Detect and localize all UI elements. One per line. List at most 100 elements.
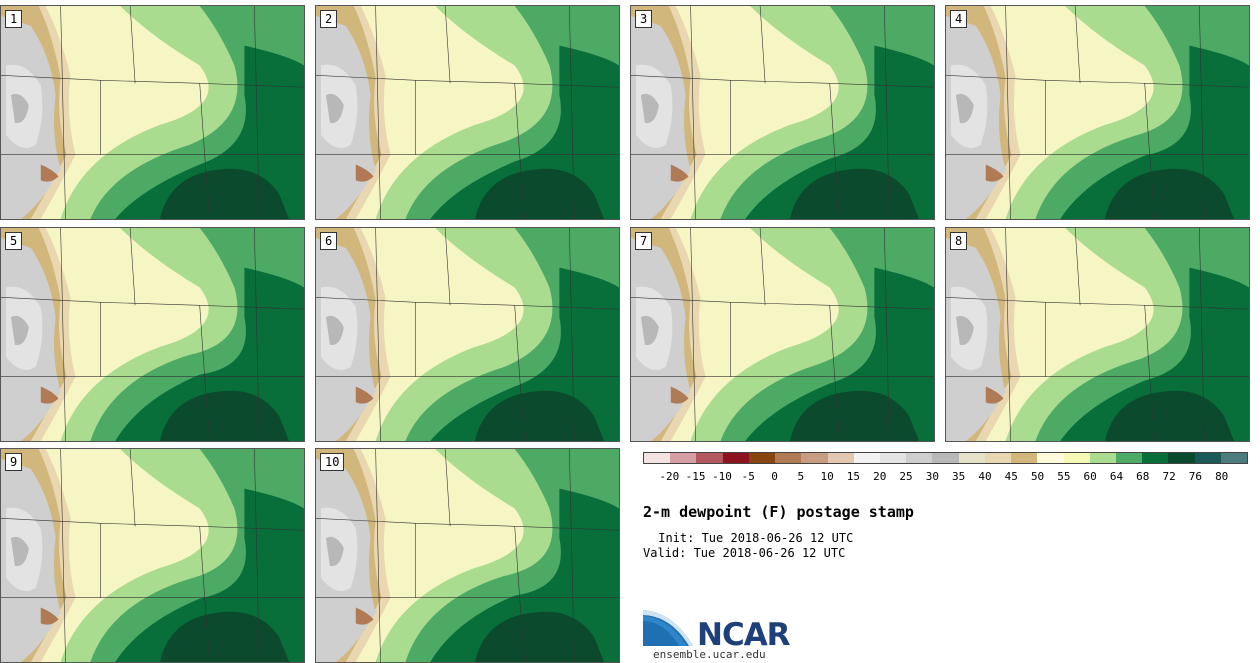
colorbar-tick-label: 50: [1030, 470, 1045, 483]
colorbar-tick-label: 35: [952, 470, 966, 483]
colorbar-tick-label: 40: [978, 470, 992, 483]
colorbar-swatch: [906, 453, 933, 463]
chart-title: 2-m dewpoint (F) postage stamp: [643, 503, 914, 521]
state-boundary: [569, 6, 575, 219]
colorbar-swatch: [775, 453, 802, 463]
colorbar-swatch: [932, 453, 959, 463]
state-boundary: [129, 6, 136, 84]
dewpoint-map: [1, 6, 304, 219]
colorbar-swatch: [801, 453, 828, 463]
state-boundary: [1144, 304, 1249, 310]
dewpoint-region: [789, 390, 920, 441]
colorbar-tick-label: -5: [741, 470, 755, 483]
colorbar-tick-label: -15: [685, 470, 706, 483]
member-panel-6: 6: [315, 227, 620, 442]
member-number: 7: [635, 232, 653, 250]
state-boundary: [834, 154, 840, 219]
member-panel-9: 9: [0, 448, 305, 663]
dewpoint-region: [159, 168, 290, 219]
colorbar-tick-label: 20: [873, 470, 887, 483]
state-boundary: [946, 297, 1046, 377]
dewpoint-map: [316, 449, 619, 662]
state-boundary: [884, 228, 890, 441]
dewpoint-region: [789, 168, 920, 219]
colorbar-swatch: [1168, 453, 1195, 463]
dewpoint-region: [474, 390, 605, 441]
state-boundary: [100, 523, 205, 598]
state-boundary: [1005, 228, 1011, 441]
state-boundary: [444, 449, 451, 527]
colorbar-swatch: [1194, 453, 1221, 463]
colorbar-tick-label: 55: [1057, 470, 1071, 483]
state-boundary: [444, 6, 451, 84]
dewpoint-region: [10, 93, 29, 124]
colorbar-swatch: [722, 453, 749, 463]
state-boundary: [834, 376, 840, 441]
colorbar-tick-label: 76: [1188, 470, 1203, 483]
state-boundary: [254, 6, 260, 219]
colorbar-tick-label: 5: [797, 470, 805, 483]
state-boundary: [1, 75, 101, 155]
state-boundary: [759, 228, 766, 306]
colorbar-swatch: [696, 453, 723, 463]
member-panel-3: 3: [630, 5, 935, 220]
member-number: 8: [950, 232, 968, 250]
state-boundary: [60, 228, 66, 441]
state-boundary: [375, 6, 381, 219]
state-boundary: [204, 154, 210, 219]
state-boundary: [1074, 228, 1081, 306]
colorbar-swatch: [958, 453, 985, 463]
colorbar-swatch: [879, 453, 907, 463]
state-boundary: [1045, 80, 1150, 155]
state-boundary: [569, 228, 575, 441]
state-boundary: [60, 6, 66, 219]
colorbar-swatch: [1089, 453, 1116, 463]
member-number: 3: [635, 10, 653, 28]
state-boundary: [199, 304, 304, 310]
dewpoint-region: [159, 611, 290, 662]
state-boundary: [204, 376, 210, 441]
colorbar-swatch: [1037, 453, 1064, 463]
state-boundary: [1074, 6, 1081, 84]
dewpoint-region: [955, 315, 974, 346]
dewpoint-map: [946, 228, 1249, 441]
member-number: 10: [320, 453, 345, 471]
state-boundary: [129, 449, 136, 527]
state-boundary: [199, 82, 304, 88]
state-boundary: [519, 597, 525, 662]
dewpoint-map: [1, 228, 304, 441]
member-panel-7: 7: [630, 227, 935, 442]
site-url: ensemble.ucar.edu: [653, 648, 766, 661]
member-number: 9: [5, 453, 23, 471]
dewpoint-region: [159, 390, 290, 441]
state-boundary: [884, 6, 890, 219]
colorbar-swatch: [644, 453, 671, 463]
colorbar-tick-label: 15: [846, 470, 861, 483]
colorbar-swatch: [1142, 453, 1169, 463]
state-boundary: [1199, 6, 1205, 219]
member-panel-8: 8: [945, 227, 1250, 442]
colorbar-swatch: [1063, 453, 1090, 463]
colorbar-tick-label: 25: [899, 470, 913, 483]
dewpoint-region: [1104, 390, 1235, 441]
dewpoint-map: [316, 6, 619, 219]
colorbar-tick-label: -20: [659, 470, 680, 483]
dewpoint-map: [946, 6, 1249, 219]
state-boundary: [690, 6, 696, 219]
colorbar-swatch: [1220, 453, 1248, 463]
state-boundary: [690, 228, 696, 441]
state-boundary: [829, 82, 934, 88]
colorbar-swatch: [853, 453, 880, 463]
init-time: Init: Tue 2018-06-26 12 UTC: [651, 531, 854, 545]
state-boundary: [254, 228, 260, 441]
dewpoint-region: [640, 315, 659, 346]
state-boundary: [1045, 302, 1150, 377]
colorbar-tick-label: 68: [1136, 470, 1150, 483]
state-boundary: [444, 228, 451, 306]
state-boundary: [375, 449, 381, 662]
state-boundary: [1, 297, 101, 377]
colorbar-tick-label: 64: [1109, 470, 1124, 483]
dewpoint-map: [1, 449, 304, 662]
state-boundary: [1005, 6, 1011, 219]
colorbar-swatch: [984, 453, 1012, 463]
